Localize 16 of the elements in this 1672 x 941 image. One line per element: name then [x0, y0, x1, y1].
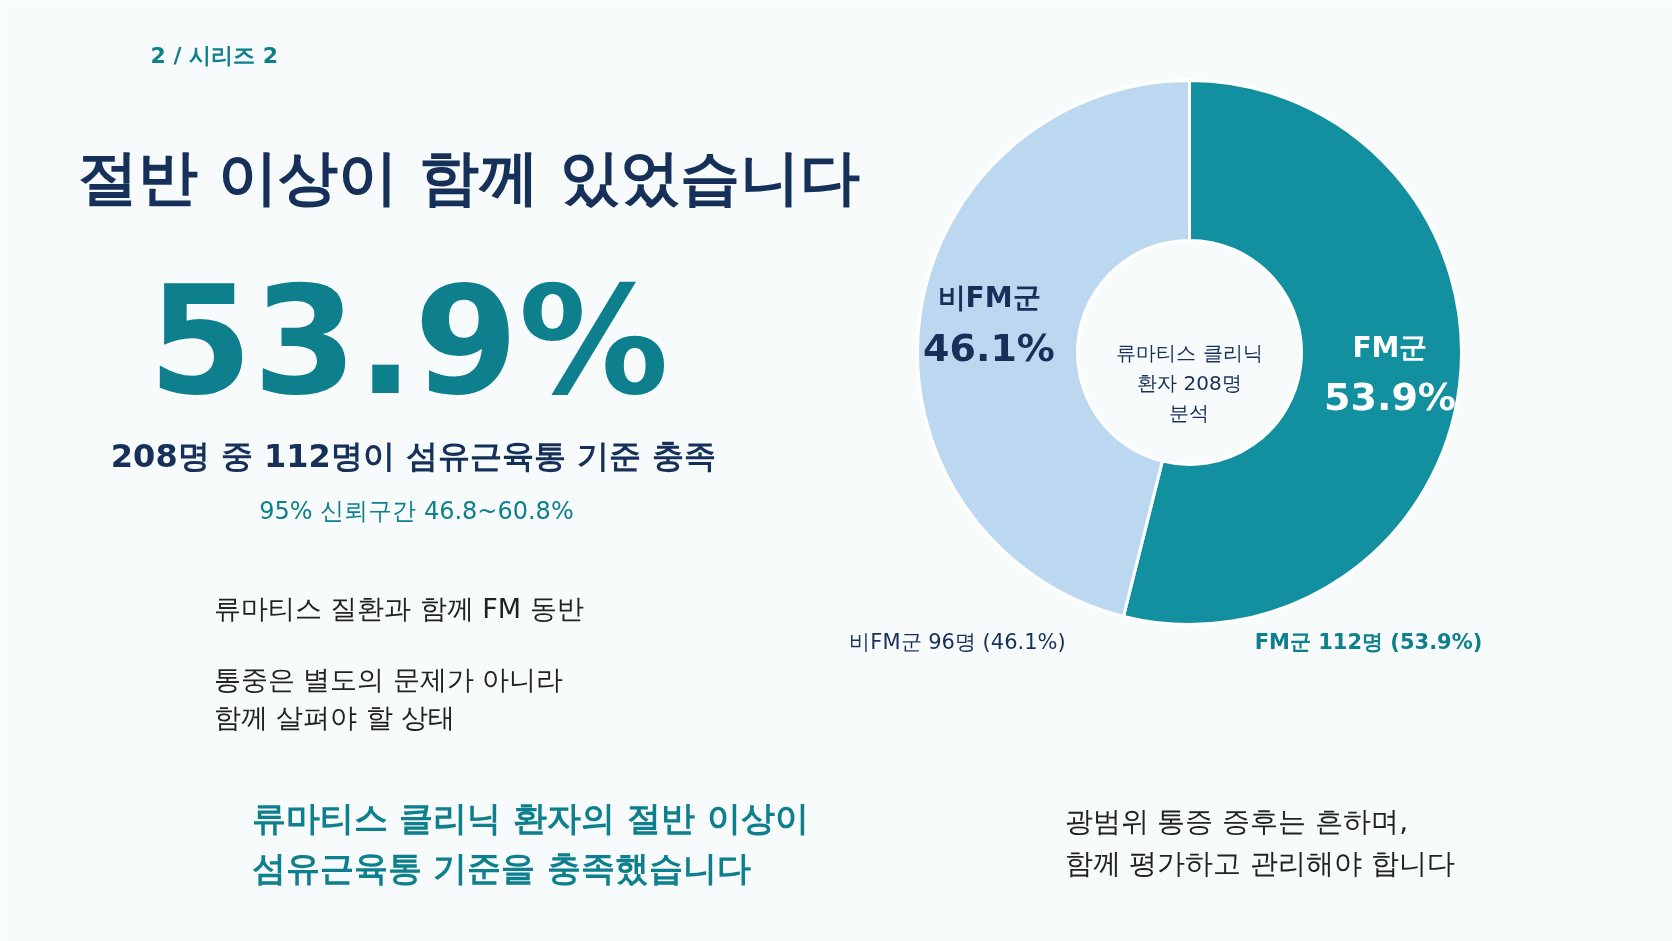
- text: 통중은 별도의 문제가 아니라 함께 살펴야 할 상태: [213, 663, 564, 734]
- slice-label: FM군: [1352, 330, 1428, 364]
- data-label: 53.9%: [1324, 375, 1456, 420]
- data-label: 46.1%: [923, 325, 1055, 370]
- text: 광범위 통증 증후는 흔하며, 함께 평가하고 관리해야 합니다: [1064, 805, 1456, 880]
- text: 53.9%: [148, 253, 669, 428]
- text: 류마티스 클리닉 환자 208명 분석: [1116, 340, 1263, 425]
- text: 비FM군 96명 (46.1%): [849, 629, 1066, 654]
- text: 류마티스 클리닉 환자의 절반 이상이 섬유근육통 기준을 충족했습니다: [251, 797, 809, 888]
- slice-label: 비FM군: [937, 281, 1041, 315]
- text: 95% 신뢰구간 46.8~60.8%: [259, 496, 574, 525]
- text: 2 / 시리즈 2: [150, 43, 279, 68]
- text: 절반 이상이 함께 있었습니다: [77, 141, 861, 212]
- text: 류마티스 질환과 함께 FM 동반: [213, 593, 584, 624]
- text: FM군 112명 (53.9%): [1254, 629, 1483, 654]
- text: 208명 중 112명이 섬유근육통 기준 충족: [110, 436, 717, 475]
